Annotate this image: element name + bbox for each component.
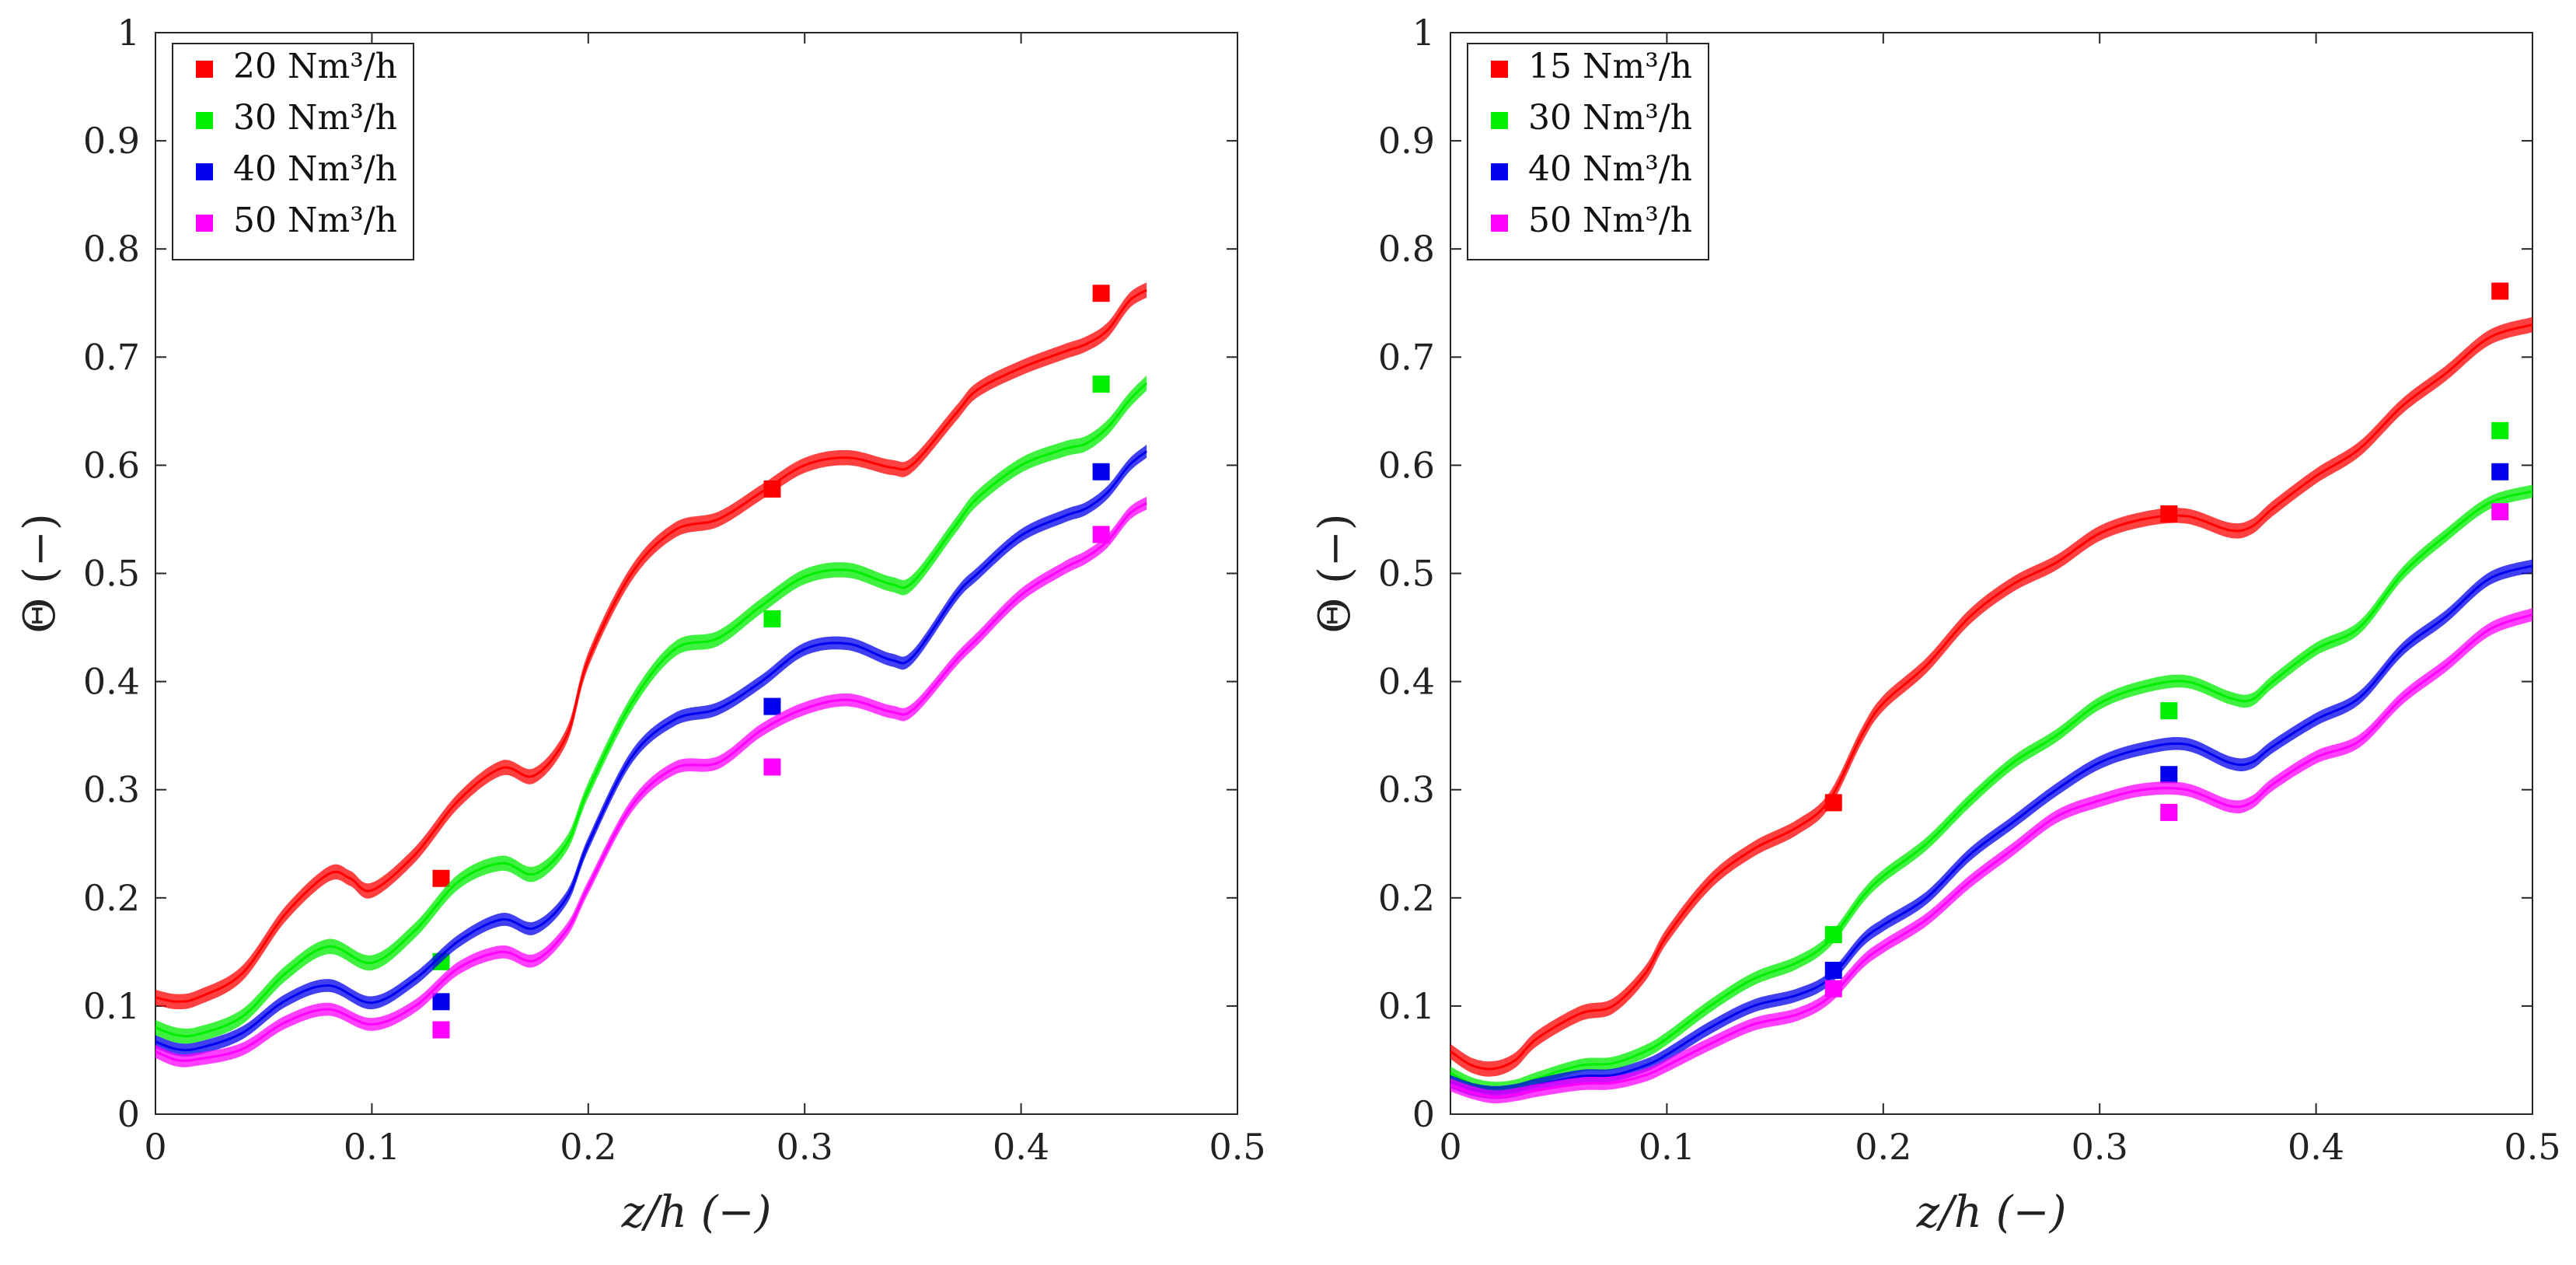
legend-label: 50 Nm³/h (233, 201, 397, 240)
legend-label: 20 Nm³/h (233, 47, 397, 86)
x-axis-label: z/h (−) (1916, 1187, 2067, 1238)
x-tick-label: 0.1 (1639, 1126, 1695, 1168)
y-tick-label: 0.9 (1378, 120, 1435, 162)
y-axis-label: Θ (−) (15, 513, 65, 633)
legend-marker (1491, 163, 1508, 180)
y-tick-label: 0.3 (1378, 769, 1435, 811)
data-point (1824, 980, 1842, 998)
data-point (2160, 766, 2178, 784)
data-point (763, 758, 781, 776)
legend-marker (196, 61, 213, 78)
y-tick-label: 0.2 (1378, 877, 1435, 919)
y-tick-label: 0.4 (83, 661, 140, 703)
x-tick-label: 0.2 (1855, 1126, 1911, 1168)
series-line (155, 382, 1148, 1038)
series-line (155, 501, 1147, 1062)
y-tick-label: 0.1 (83, 985, 140, 1027)
legend-label: 50 Nm³/h (1528, 201, 1692, 240)
chart-panel-2: 0 0.1 0.2 0.3 0.4 0.5 0 0.1 0.2 0.3 0.4 0.5 0.6 0.7 0.… (1310, 12, 2561, 1238)
legend-label: 30 Nm³/h (233, 98, 397, 138)
legend-marker (196, 112, 213, 129)
series-line (1450, 323, 2533, 1071)
x-tick-label: 0.1 (344, 1126, 400, 1168)
x-tick-label: 0.4 (2288, 1126, 2344, 1168)
data-point (2160, 702, 2178, 720)
y-tick-label: 0.1 (1378, 985, 1435, 1027)
legend-label: 40 Nm³/h (1528, 149, 1692, 189)
data-point (1092, 463, 1110, 480)
y-tick-label: 0.3 (83, 769, 140, 811)
data-point (763, 610, 781, 627)
data-point (2160, 505, 2178, 522)
data-point (1824, 794, 1842, 812)
y-tick-label: 0.5 (83, 553, 140, 595)
data-point (1092, 526, 1110, 543)
data-point (1092, 285, 1110, 302)
y-tick-label: 0.8 (1378, 228, 1435, 270)
legend-marker (1491, 61, 1508, 78)
data-point (2491, 503, 2509, 521)
series-line (1450, 564, 2533, 1094)
data-point (2491, 282, 2509, 300)
y-tick-label: 0.7 (1378, 336, 1435, 378)
x-tick-label: 0.2 (560, 1126, 616, 1168)
legend-label: 30 Nm³/h (1528, 98, 1692, 138)
y-tick-label: 0.2 (83, 877, 140, 919)
y-tick-label: 0.8 (83, 228, 140, 270)
series-line (155, 450, 1148, 1052)
y-tick-label: 0.4 (1378, 661, 1435, 703)
y-tick-label: 0.6 (83, 444, 140, 486)
x-axis-label: z/h (−) (621, 1187, 772, 1238)
legend-marker (196, 163, 213, 180)
chart-panel-1: 0 0.1 0.2 0.3 0.4 0.5 0 0.1 0.2 0.3 0.4 0.5 0.6 0.7 0.… (15, 12, 1266, 1238)
y-tick-label: 0 (117, 1093, 140, 1135)
series-line (1450, 613, 2533, 1099)
legend-marker (196, 215, 213, 232)
data-point (763, 480, 781, 498)
data-point (2491, 421, 2509, 439)
x-tick-label: 0.3 (2072, 1126, 2128, 1168)
y-tick-label: 0.9 (83, 120, 140, 162)
y-tick-label: 1 (1412, 12, 1435, 54)
x-tick-label: 0.4 (993, 1126, 1049, 1168)
legend-marker (1491, 112, 1508, 129)
data-point (432, 869, 450, 887)
legend (1467, 43, 1709, 260)
x-tick-label: 0.3 (777, 1126, 833, 1168)
x-tick-label: 0 (1439, 1126, 1461, 1168)
y-axis-label: Θ (−) (1310, 513, 1360, 633)
series-line (1450, 490, 2533, 1090)
series-band (1450, 316, 2532, 1077)
data-point (432, 993, 450, 1011)
y-tick-label: 0 (1412, 1093, 1435, 1135)
series-line (155, 288, 1147, 1003)
x-tick-label: 0.5 (1209, 1126, 1265, 1168)
data-point (1092, 376, 1110, 393)
series-band (155, 282, 1147, 1010)
y-tick-label: 0.5 (1378, 553, 1435, 595)
legend-label: 15 Nm³/h (1528, 47, 1692, 86)
data-point (432, 1021, 450, 1039)
x-tick-label: 0.5 (2504, 1126, 2560, 1168)
data-point (763, 697, 781, 715)
y-tick-label: 0.6 (1378, 444, 1435, 486)
y-tick-label: 0.7 (83, 336, 140, 378)
data-point (1824, 961, 1842, 979)
data-point (2491, 463, 2509, 480)
data-point (2160, 803, 2178, 821)
series-band (155, 496, 1147, 1068)
data-point (1824, 926, 1842, 944)
y-tick-label: 1 (117, 12, 140, 54)
legend-label: 40 Nm³/h (233, 149, 397, 189)
legend-marker (1491, 215, 1508, 232)
x-tick-label: 0 (144, 1126, 166, 1168)
